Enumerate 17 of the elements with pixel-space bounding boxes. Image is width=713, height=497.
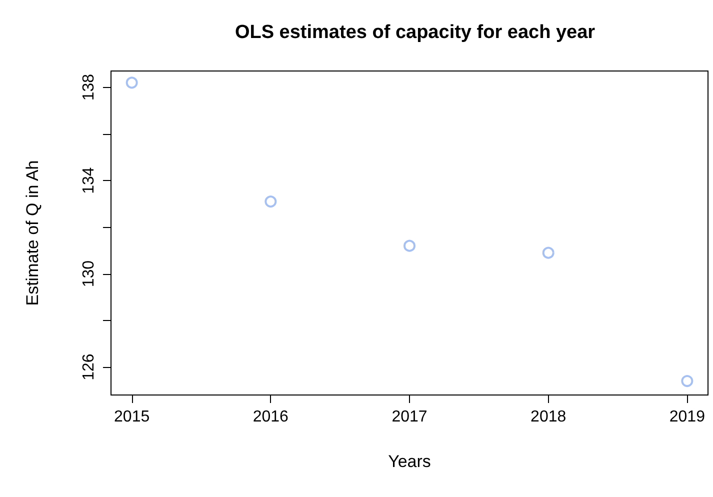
point [264, 196, 277, 208]
x-tick-label: 2015 [114, 408, 150, 426]
x-tick-label: 2018 [530, 408, 566, 426]
point [681, 375, 694, 388]
y-tick-label: 138 [80, 74, 98, 101]
y-axis-title: Estimate of Q in Ah [23, 160, 42, 306]
y-tick-label: 130 [80, 260, 98, 288]
point [404, 240, 416, 252]
y-tick-label: 134 [80, 167, 98, 194]
x-tick-label: 2016 [252, 408, 289, 426]
chart-title: OLS estimates of capacity for each year [234, 22, 596, 43]
x-axis-title: Years [388, 452, 431, 471]
x-tick-label: 2019 [669, 408, 706, 426]
x-tick-label: 2017 [392, 408, 428, 426]
y-tick-label: 126 [80, 354, 98, 380]
point [126, 76, 138, 89]
point [542, 246, 554, 259]
